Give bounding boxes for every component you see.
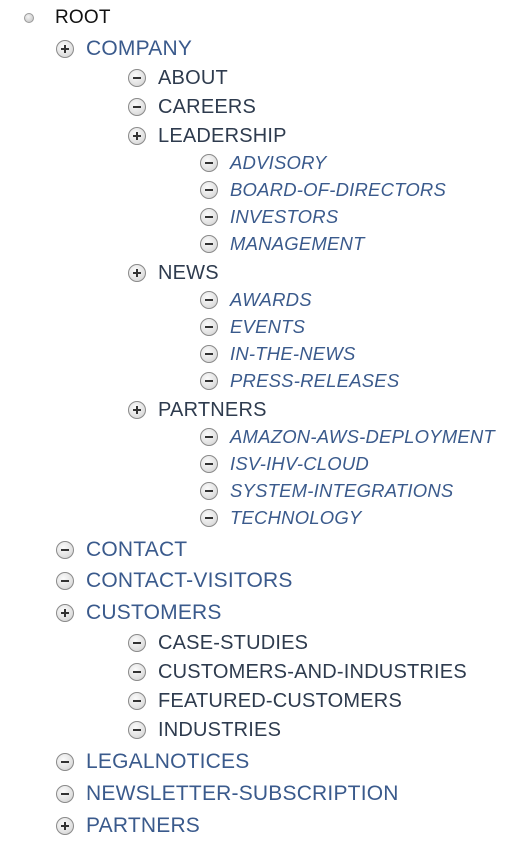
root-bullet-icon (24, 13, 34, 23)
collapse-minus-icon[interactable] (128, 721, 146, 739)
collapse-minus-icon[interactable] (200, 208, 218, 226)
tree-node-technology[interactable]: TECHNOLOGY (200, 507, 362, 529)
tree-node-label: EVENTS (230, 316, 306, 337)
collapse-minus-icon[interactable] (200, 154, 218, 172)
tree-node-leadership[interactable]: LEADERSHIP (128, 124, 287, 148)
collapse-minus-icon[interactable] (56, 572, 74, 590)
collapse-minus-icon[interactable] (200, 235, 218, 253)
tree-node-label: ADVISORY (230, 152, 327, 173)
tree-node-label: AWARDS (230, 289, 312, 310)
tree-node-investors[interactable]: INVESTORS (200, 206, 338, 228)
tree-node-label: INVESTORS (230, 206, 339, 227)
tree-node-isv-ihv-cloud[interactable]: ISV-IHV-CLOUD (200, 453, 369, 475)
collapse-minus-icon[interactable] (200, 181, 218, 199)
tree-node-label: PRESS-RELEASES (230, 370, 400, 391)
tree-root[interactable]: ROOT (24, 5, 111, 31)
tree-node-company[interactable]: COMPANY (56, 36, 192, 62)
tree-node-label: FEATURED-CUSTOMERS (158, 689, 402, 712)
collapse-minus-icon[interactable] (200, 291, 218, 309)
tree-node-label: TECHNOLOGY (230, 507, 362, 528)
expand-plus-icon[interactable] (56, 817, 74, 835)
collapse-minus-icon[interactable] (128, 692, 146, 710)
tree-node-newsletter-subscription[interactable]: NEWSLETTER-SUBSCRIPTION (56, 781, 399, 807)
tree-node-about[interactable]: ABOUT (128, 66, 228, 90)
expand-plus-icon[interactable] (128, 127, 146, 145)
tree-node-featured-customers[interactable]: FEATURED-CUSTOMERS (128, 689, 402, 713)
collapse-minus-icon[interactable] (128, 663, 146, 681)
collapse-minus-icon[interactable] (56, 785, 74, 803)
tree-node-label: BOARD-OF-DIRECTORS (230, 179, 447, 200)
tree-node-management[interactable]: MANAGEMENT (200, 233, 365, 255)
tree-node-system-integrations[interactable]: SYSTEM-INTEGRATIONS (200, 480, 453, 502)
tree-node-label: COMPANY (86, 37, 193, 60)
tree-node-awards[interactable]: AWARDS (200, 289, 312, 311)
tree-node-partners[interactable]: PARTNERS (56, 813, 200, 839)
collapse-minus-icon[interactable] (128, 634, 146, 652)
collapse-minus-icon[interactable] (200, 372, 218, 390)
tree-node-label: CONTACT-VISITORS (86, 569, 293, 592)
tree-node-label: NEWS (158, 261, 219, 284)
tree-node-board-of-directors[interactable]: BOARD-OF-DIRECTORS (200, 179, 446, 201)
tree-node-customers[interactable]: CUSTOMERS (56, 600, 222, 626)
tree-node-label: CUSTOMERS (86, 601, 222, 624)
expand-plus-icon[interactable] (56, 40, 74, 58)
tree-node-industries[interactable]: INDUSTRIES (128, 718, 281, 742)
tree-node-label: ABOUT (158, 66, 228, 89)
collapse-minus-icon[interactable] (200, 345, 218, 363)
tree-node-label: CONTACT (86, 538, 188, 561)
collapse-minus-icon[interactable] (200, 318, 218, 336)
tree-node-label: LEGALNOTICES (86, 750, 250, 773)
collapse-minus-icon[interactable] (200, 455, 218, 473)
tree-node-label: CAREERS (158, 95, 257, 118)
tree-node-events[interactable]: EVENTS (200, 316, 305, 338)
tree-node-contact[interactable]: CONTACT (56, 537, 187, 563)
tree-root-label: ROOT (55, 7, 111, 28)
tree-node-news[interactable]: NEWS (128, 261, 219, 285)
tree-node-label: IN-THE-NEWS (230, 343, 356, 364)
tree-node-label: AMAZON-AWS-DEPLOYMENT (230, 426, 495, 447)
collapse-minus-icon[interactable] (200, 428, 218, 446)
tree-node-label: PARTNERS (158, 398, 267, 421)
tree-node-label: MANAGEMENT (230, 233, 365, 254)
tree-node-legalnotices[interactable]: LEGALNOTICES (56, 749, 249, 775)
tree-node-label: CASE-STUDIES (158, 631, 309, 654)
tree-node-label: LEADERSHIP (158, 124, 287, 147)
collapse-minus-icon[interactable] (200, 509, 218, 527)
tree-node-partners[interactable]: PARTNERS (128, 398, 267, 422)
expand-plus-icon[interactable] (128, 264, 146, 282)
collapse-minus-icon[interactable] (56, 753, 74, 771)
tree-node-label: INDUSTRIES (158, 718, 282, 741)
collapse-minus-icon[interactable] (200, 482, 218, 500)
tree-node-label: CUSTOMERS-AND-INDUSTRIES (158, 660, 467, 683)
tree-node-careers[interactable]: CAREERS (128, 95, 256, 119)
collapse-minus-icon[interactable] (56, 541, 74, 559)
tree-node-label: NEWSLETTER-SUBSCRIPTION (86, 782, 399, 805)
expand-plus-icon[interactable] (128, 401, 146, 419)
tree-node-label: PARTNERS (86, 814, 201, 837)
tree-node-contact-visitors[interactable]: CONTACT-VISITORS (56, 568, 293, 594)
tree-node-amazon-aws-deployment[interactable]: AMAZON-AWS-DEPLOYMENT (200, 426, 495, 448)
tree-node-press-releases[interactable]: PRESS-RELEASES (200, 370, 399, 392)
tree-node-label: SYSTEM-INTEGRATIONS (230, 480, 454, 501)
tree-node-advisory[interactable]: ADVISORY (200, 152, 327, 174)
tree-node-label: ISV-IHV-CLOUD (230, 453, 369, 474)
tree-node-case-studies[interactable]: CASE-STUDIES (128, 631, 308, 655)
tree-node-in-the-news[interactable]: IN-THE-NEWS (200, 343, 356, 365)
collapse-minus-icon[interactable] (128, 69, 146, 87)
collapse-minus-icon[interactable] (128, 98, 146, 116)
expand-plus-icon[interactable] (56, 604, 74, 622)
tree-node-customers-and-industries[interactable]: CUSTOMERS-AND-INDUSTRIES (128, 660, 467, 684)
